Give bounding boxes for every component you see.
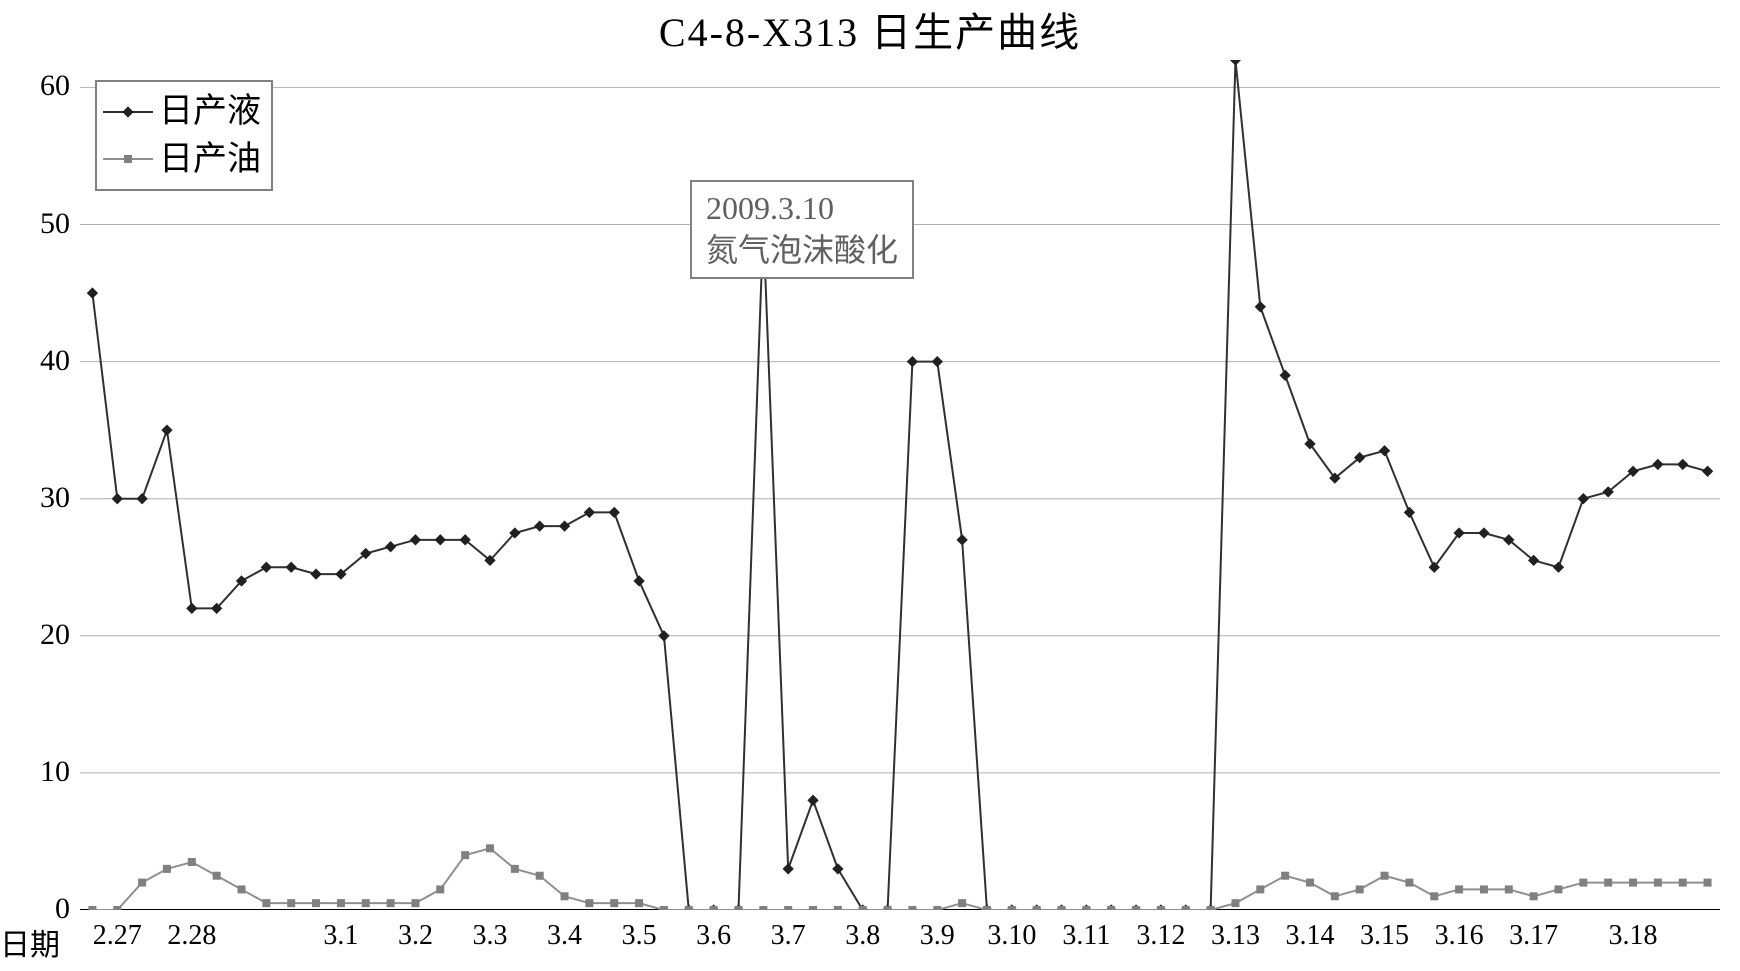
annotation-box: 2009.3.10 氮气泡沫酸化	[690, 180, 914, 279]
x-tick-label: 3.7	[771, 920, 806, 952]
x-tick-label: 3.10	[987, 920, 1036, 952]
x-tick-label: 3.4	[547, 920, 582, 952]
x-tick-label: 3.6	[696, 920, 731, 952]
y-tick-label: 20	[10, 618, 70, 652]
legend: 日产液 日产油	[95, 80, 273, 191]
x-tick-label: 2.28	[167, 920, 216, 952]
x-tick-label: 3.9	[920, 920, 955, 952]
x-tick-label: 3.2	[398, 920, 433, 952]
legend-label-oil: 日产油	[159, 136, 261, 184]
x-tick-label: 3.17	[1509, 920, 1558, 952]
y-tick-label: 30	[10, 481, 70, 515]
annotation-line2: 氮气泡沫酸化	[706, 230, 898, 272]
y-tick-label: 10	[10, 755, 70, 789]
annotation-line1: 2009.3.10	[706, 188, 898, 230]
x-tick-label: 3.16	[1435, 920, 1484, 952]
chart-container: C4-8-X313 日生产曲线 0102030405060 2.272.283.…	[0, 0, 1740, 971]
legend-label-liquid: 日产液	[159, 88, 261, 136]
x-tick-label: 3.5	[622, 920, 657, 952]
legend-marker-oil	[103, 149, 153, 169]
x-tick-label: 3.15	[1360, 920, 1409, 952]
x-tick-label: 3.14	[1286, 920, 1335, 952]
y-tick-label: 40	[10, 344, 70, 378]
x-tick-label: 3.8	[845, 920, 880, 952]
y-tick-label: 60	[10, 69, 70, 103]
x-tick-label: 3.1	[323, 920, 358, 952]
x-axis-title: 日期	[0, 920, 60, 964]
x-tick-label: 3.13	[1211, 920, 1260, 952]
x-tick-label: 2.27	[93, 920, 142, 952]
chart-title: C4-8-X313 日生产曲线	[0, 0, 1740, 58]
legend-marker-liquid	[103, 102, 153, 122]
legend-item-liquid: 日产液	[103, 88, 261, 136]
legend-item-oil: 日产油	[103, 136, 261, 184]
x-tick-label: 3.3	[473, 920, 508, 952]
y-tick-label: 50	[10, 207, 70, 241]
x-tick-label: 3.11	[1062, 920, 1110, 952]
x-tick-label: 3.12	[1136, 920, 1185, 952]
x-tick-label: 3.18	[1609, 920, 1658, 952]
